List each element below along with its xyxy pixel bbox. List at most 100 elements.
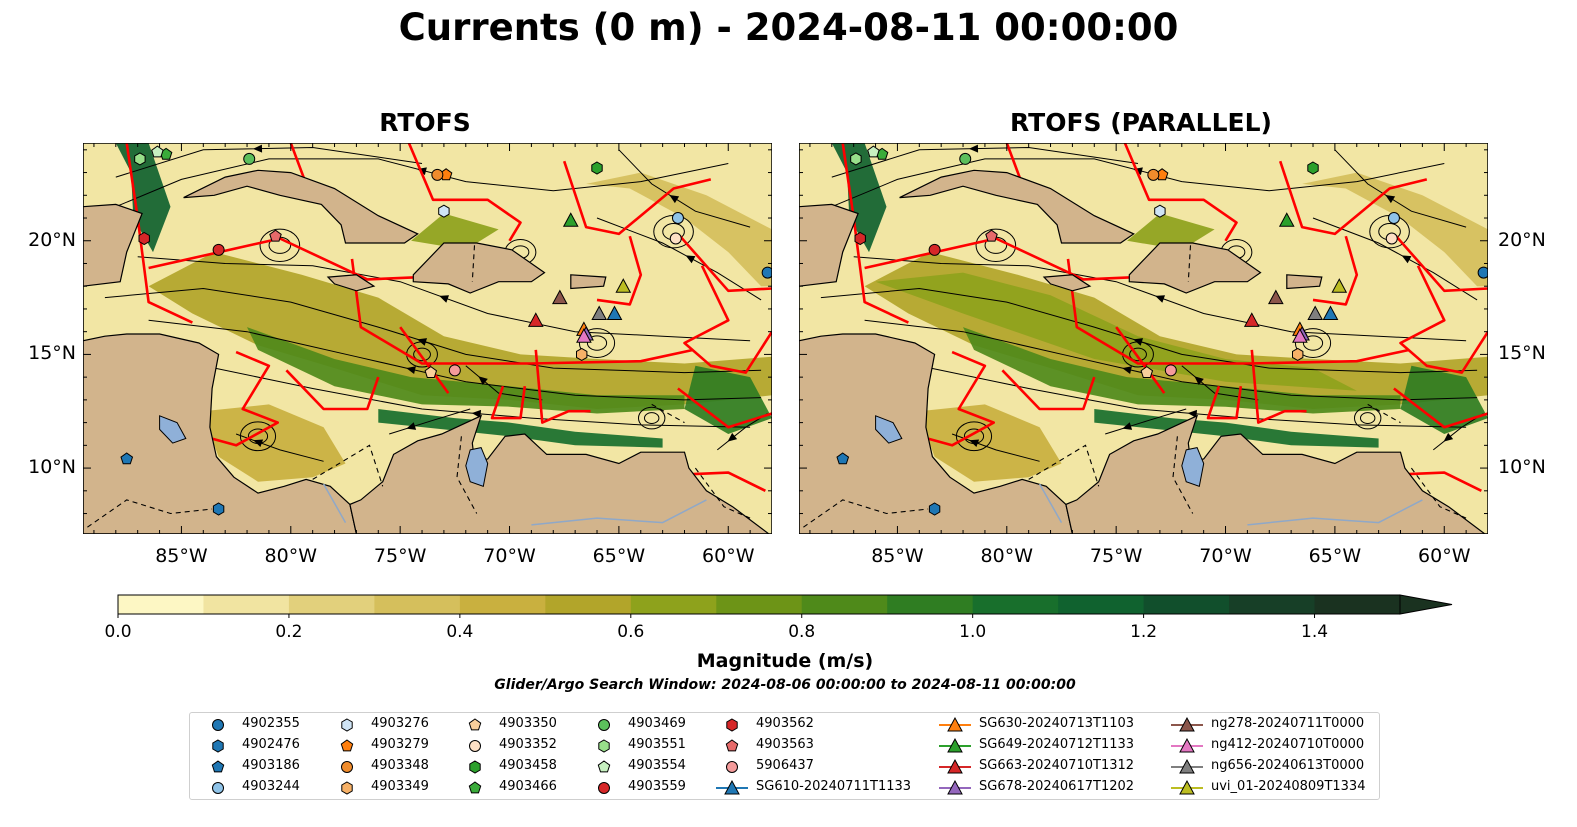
x-tick-label: 75°W	[373, 545, 427, 567]
legend-label: 4903348	[371, 758, 429, 773]
legend-marker	[469, 760, 481, 774]
glider-ng656-20240613T0000	[1307, 305, 1324, 320]
colorbar-tick: 1.2	[1130, 622, 1158, 642]
x-tick-label: 85°W	[871, 545, 924, 567]
south-america-landmass	[1065, 414, 1488, 534]
legend-label: 4903562	[756, 716, 814, 731]
glider-ng412-20240710T0000	[1292, 328, 1308, 343]
legend-item: 4903276	[327, 715, 527, 735]
lake-nicaragua	[159, 415, 187, 444]
colorbar-tick: 0.4	[446, 622, 474, 642]
legend-label: SG678-20240617T1202	[979, 779, 1135, 794]
puerto-rico-landmass	[1286, 274, 1323, 290]
argo-float-4903186	[836, 452, 850, 465]
legend-marker	[341, 718, 353, 732]
legend-label: 4903554	[628, 758, 686, 773]
legend-label: SG663-20240710T1312	[979, 758, 1135, 773]
legend-item: SG663-20240710T1312	[935, 757, 1135, 777]
legend-marker	[725, 739, 739, 752]
legend-label: 4903350	[499, 716, 557, 731]
glider-uvi_01-20240809T1334	[615, 278, 632, 293]
argo-float-4903458	[1307, 161, 1319, 175]
legend-label: ng412-20240710T0000	[1211, 737, 1365, 752]
legend-marker	[1171, 737, 1203, 753]
argo-float-4903551	[134, 152, 146, 166]
legend-item: 5906437	[712, 757, 912, 777]
legend-marker	[597, 760, 611, 773]
argo-float-4903559	[928, 243, 941, 256]
y-tick-label-left: 10°N	[28, 456, 76, 479]
argo-float-4903244	[1387, 212, 1400, 225]
y-tick-label-right: 20°N	[1498, 228, 1546, 251]
argo-float-4903244	[671, 212, 684, 225]
legend-label: 4903458	[499, 758, 557, 773]
argo-float-4902355	[761, 266, 772, 279]
colorbar-label: Magnitude (m/s)	[696, 650, 874, 672]
legend-item: ng412-20240710T0000	[1167, 736, 1367, 756]
glider-SG663-20240710T1312	[527, 312, 544, 327]
legend-item: 4903349	[327, 778, 527, 798]
argo-float-4902476	[212, 502, 225, 516]
legend-marker	[212, 739, 224, 753]
glider-ng656-20240613T0000	[591, 305, 608, 320]
lake-nicaragua	[875, 415, 903, 444]
argo-float-4902476	[928, 502, 941, 516]
legend-item: 4903352	[455, 736, 655, 756]
jamaica-landmass	[1042, 274, 1092, 292]
argo-float-4903563	[985, 229, 998, 242]
argo-float-4903554	[867, 145, 880, 158]
argo-float-4903186	[120, 452, 134, 465]
legend-item: 4902476	[198, 736, 398, 756]
colorbar	[117, 594, 1453, 618]
legend-marker	[726, 718, 738, 732]
legend-item: 4903551	[584, 736, 784, 756]
argo-float-4903350	[1140, 365, 1154, 378]
legend-label: SG649-20240712T1133	[979, 737, 1135, 752]
argo-float-4903276	[438, 204, 450, 218]
puerto-rico-landmass	[570, 274, 607, 290]
x-tick-label: 65°W	[1308, 545, 1362, 567]
legend-label: 4903466	[499, 779, 557, 794]
argo-float-4903352	[669, 232, 682, 245]
legend-item: 4903559	[584, 778, 784, 798]
legend-marker	[211, 760, 225, 773]
argo-float-4903276	[1154, 204, 1166, 218]
lake-maracaibo	[1181, 447, 1205, 487]
rtofs-map	[83, 143, 772, 534]
legend-label: 4903279	[371, 737, 429, 752]
legend-marker	[598, 719, 610, 731]
legend: 4902355 4902476 4903186 4903244 4903276 49032…	[189, 712, 1380, 800]
legend-label: uvi_01-20240809T1334	[1211, 779, 1366, 794]
lake-maracaibo	[465, 447, 489, 487]
glider-SG663-20240710T1312	[1243, 312, 1260, 327]
rtofs-parallel-map	[799, 143, 1488, 534]
legend-item: SG610-20240711T1133	[712, 778, 912, 798]
jamaica-landmass	[326, 274, 376, 292]
glider-ng278-20240711T0000	[1267, 289, 1284, 305]
legend-marker	[212, 782, 224, 794]
legend-label: ng278-20240711T0000	[1211, 716, 1365, 731]
glider-ng412-20240710T0000	[576, 328, 592, 343]
argo-float-4903554	[151, 145, 164, 158]
legend-item: ng656-20240613T0000	[1167, 757, 1367, 777]
legend-label: SG610-20240711T1133	[756, 779, 912, 794]
legend-label: 4903559	[628, 779, 686, 794]
legend-marker	[212, 719, 224, 731]
glider-SG610-20240711T1133	[606, 305, 623, 320]
legend-marker	[1171, 716, 1203, 732]
x-tick-label: 80°W	[980, 545, 1034, 567]
panel-title-rtofs: RTOFS	[379, 108, 471, 137]
colorbar-tick: 0.8	[788, 622, 816, 642]
legend-item: 4903350	[455, 715, 655, 735]
legend-marker	[939, 716, 971, 732]
legend-item: 4903244	[198, 778, 398, 798]
argo-float-4903469	[243, 152, 256, 165]
argo-float-4903562	[138, 231, 150, 246]
search-window-text: Glider/Argo Search Window: 2024-08-06 00…	[494, 677, 1076, 693]
legend-item: 4903279	[327, 736, 527, 756]
legend-marker	[1171, 758, 1203, 774]
argo-float-4902355	[1477, 266, 1488, 279]
panel-title-rtofs-parallel: RTOFS (PARALLEL)	[1010, 108, 1272, 137]
argo-float-4903348	[431, 168, 444, 181]
y-tick-label-left: 15°N	[28, 342, 76, 365]
